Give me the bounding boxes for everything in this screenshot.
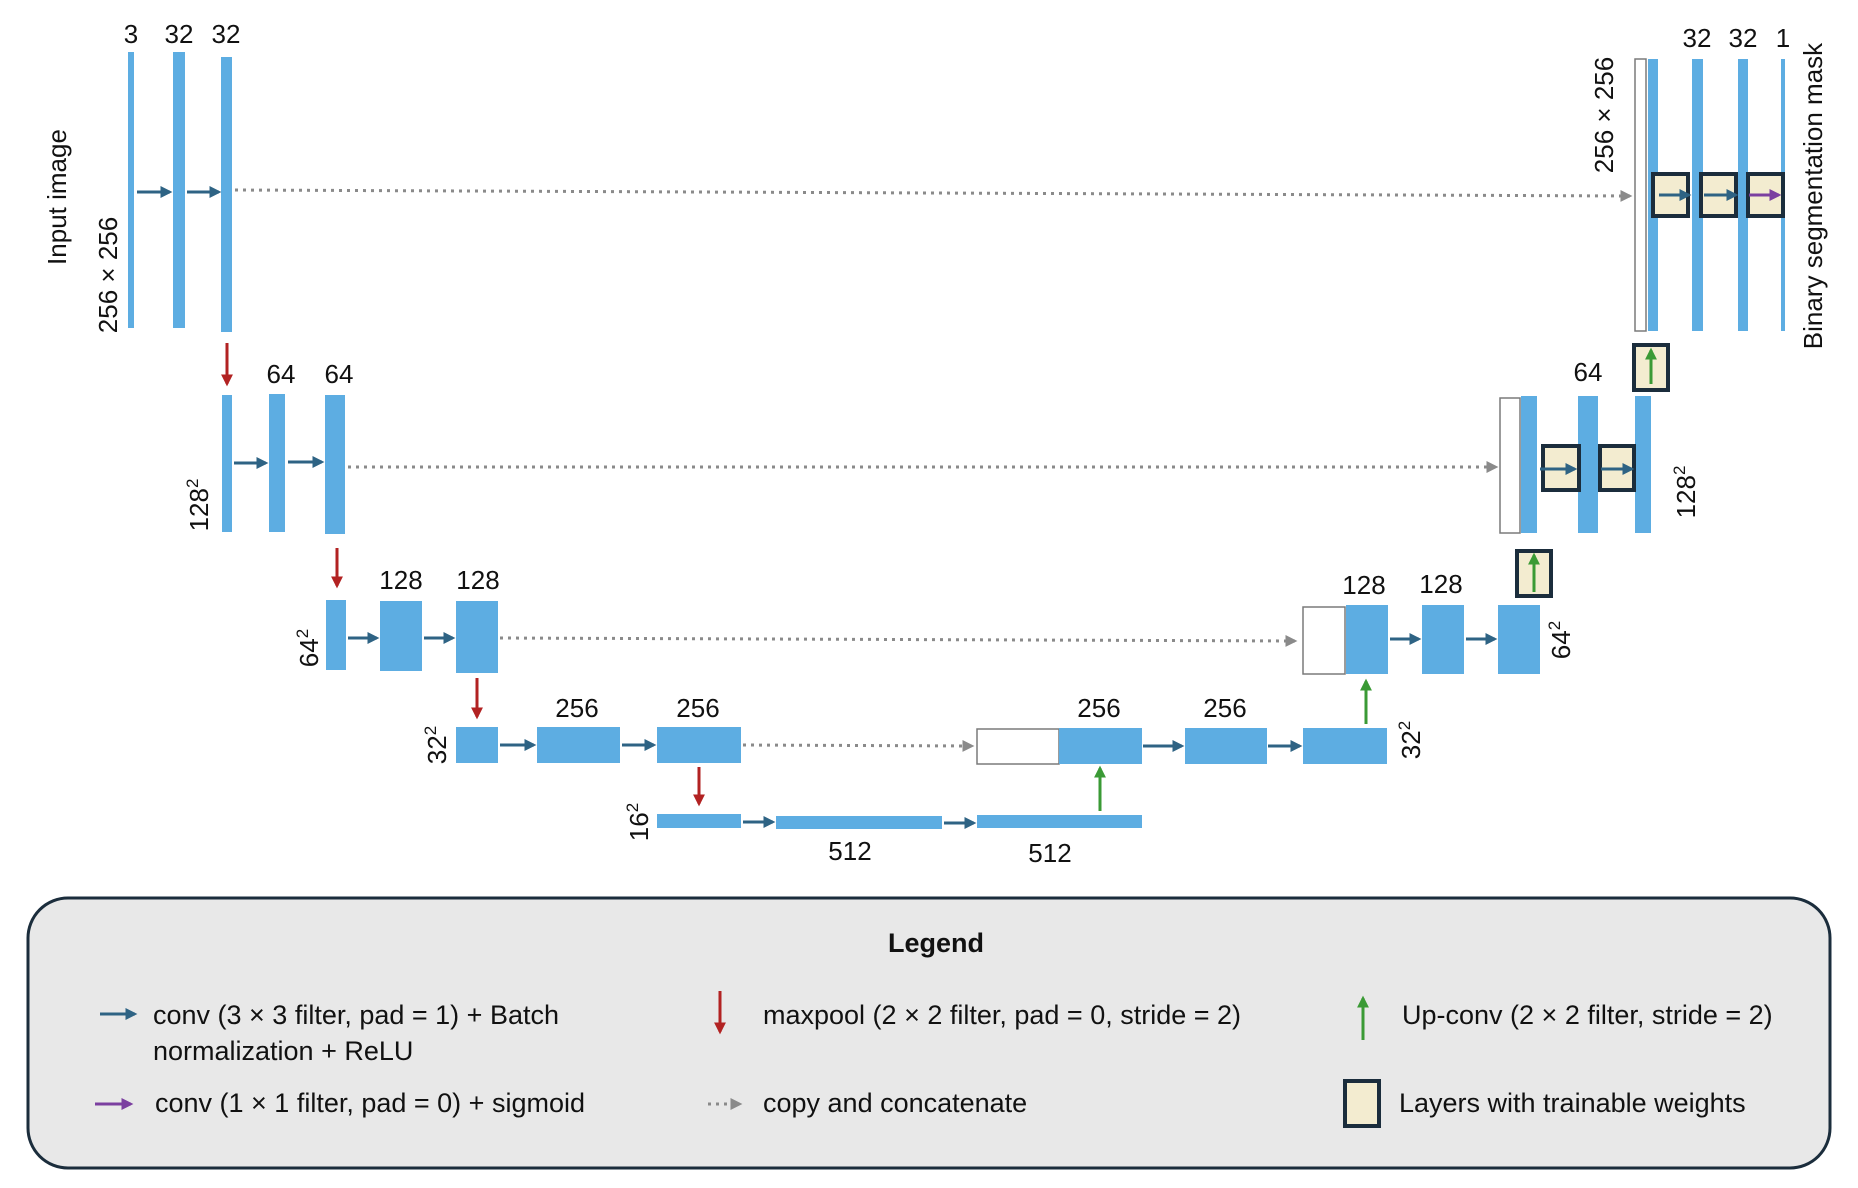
channel-label: 3 (124, 19, 138, 49)
channel-label: 128 (456, 565, 499, 595)
feature-map (1498, 605, 1540, 674)
feature-map-64c (1578, 396, 1598, 533)
legend-trainable-label: Layers with trainable weights (1399, 1088, 1746, 1118)
channel-label: 256 (555, 693, 598, 723)
feature-map-256b (657, 727, 741, 763)
size-label: 322 (1395, 721, 1426, 759)
feature-map-64b (325, 395, 345, 534)
concat-map (1499, 397, 1521, 534)
feature-map (456, 727, 498, 763)
level-4-encoder: 256 256 322 (421, 693, 741, 764)
feature-map-128d (1422, 605, 1464, 674)
channel-label: 32 (165, 19, 194, 49)
feature-map-32b (221, 57, 232, 332)
feature-map-256c (1059, 728, 1142, 764)
channel-label: 256 (1203, 693, 1246, 723)
level-4-decoder: 256 256 322 (976, 678, 1426, 765)
channel-label: 128 (1342, 570, 1385, 600)
feature-map-64a (269, 394, 285, 532)
size-label: 642 (293, 629, 324, 667)
feature-map (657, 814, 741, 828)
level-3-encoder: 128 128 642 (293, 565, 500, 673)
level-2-encoder: 64 64 1282 (183, 359, 353, 534)
level-5-bottleneck: 512 512 162 (623, 765, 1142, 868)
legend-sigmoid-label: conv (1 × 1 filter, pad = 0) + sigmoid (155, 1088, 585, 1118)
channel-label: 32 (212, 19, 241, 49)
feature-map-128b (456, 601, 498, 673)
legend-trainable-icon (1343, 1079, 1381, 1128)
feature-map-256a (537, 727, 620, 763)
size-label: 162 (623, 803, 654, 841)
size-label: 256 × 256 (93, 217, 123, 333)
feature-map-32a (173, 52, 185, 328)
feature-map-512a (776, 816, 942, 829)
legend-upconv-label: Up-conv (2 × 2 filter, stride = 2) (1402, 1000, 1773, 1030)
feature-map-128a (380, 601, 422, 671)
legend-title: Legend (888, 928, 984, 958)
channel-label: 128 (1419, 569, 1462, 599)
concat-map (1302, 606, 1346, 675)
size-label: 1282 (1670, 466, 1701, 519)
size-label: 256 × 256 (1589, 57, 1619, 173)
channel-label: 256 (676, 693, 719, 723)
legend: Legend conv (3 × 3 filter, pad = 1) + Ba… (26, 896, 1832, 1170)
feature-map-32e (1738, 59, 1748, 331)
feature-map (1303, 728, 1387, 764)
legend-copy-label: copy and concatenate (763, 1088, 1027, 1118)
size-label: 1282 (183, 479, 214, 532)
output-mask-label: Binary segmentation mask (1798, 42, 1828, 349)
concat-map (1634, 58, 1647, 332)
level-2-decoder: 64 1282 (1499, 343, 1701, 534)
level-3-decoder: 128 128 642 (1302, 549, 1576, 675)
channel-label: 512 (828, 836, 871, 866)
input-image-label: Input image (42, 129, 72, 265)
size-label: 642 (1545, 621, 1576, 659)
legend-conv-label: conv (3 × 3 filter, pad = 1) + Batch (153, 1000, 559, 1030)
feature-map (222, 395, 232, 532)
legend-maxpool-label: maxpool (2 × 2 filter, pad = 0, stride =… (763, 1000, 1241, 1030)
feature-map (1635, 396, 1651, 533)
legend-conv-label-2: normalization + ReLU (153, 1036, 413, 1066)
copy-arrow (234, 188, 1633, 202)
concat-map (976, 728, 1060, 765)
feature-map-512b (977, 815, 1142, 828)
channel-label: 64 (1574, 357, 1603, 387)
feature-map-3 (128, 52, 134, 328)
feature-map-32d (1692, 59, 1703, 331)
level-1-encoder: 3 32 32 Input image 256 × 256 (42, 19, 240, 333)
channel-label: 256 (1077, 693, 1120, 723)
level-1-decoder: 32 32 1 256 × 256 Binary segmentation ma… (1589, 23, 1828, 349)
copy-arrow (499, 634, 1298, 647)
channel-label: 512 (1028, 838, 1071, 868)
copy-arrow (742, 739, 975, 752)
feature-map (326, 600, 346, 670)
size-label: 322 (421, 726, 452, 764)
channel-label: 64 (267, 359, 296, 389)
feature-map (1521, 396, 1537, 533)
channel-label: 32 (1729, 23, 1758, 53)
feature-map-128c (1346, 605, 1388, 674)
channel-label: 128 (379, 565, 422, 595)
channel-label: 64 (325, 359, 354, 389)
feature-map-256d (1185, 728, 1267, 764)
channel-label: 32 (1683, 23, 1712, 53)
channel-label: 1 (1776, 23, 1790, 53)
